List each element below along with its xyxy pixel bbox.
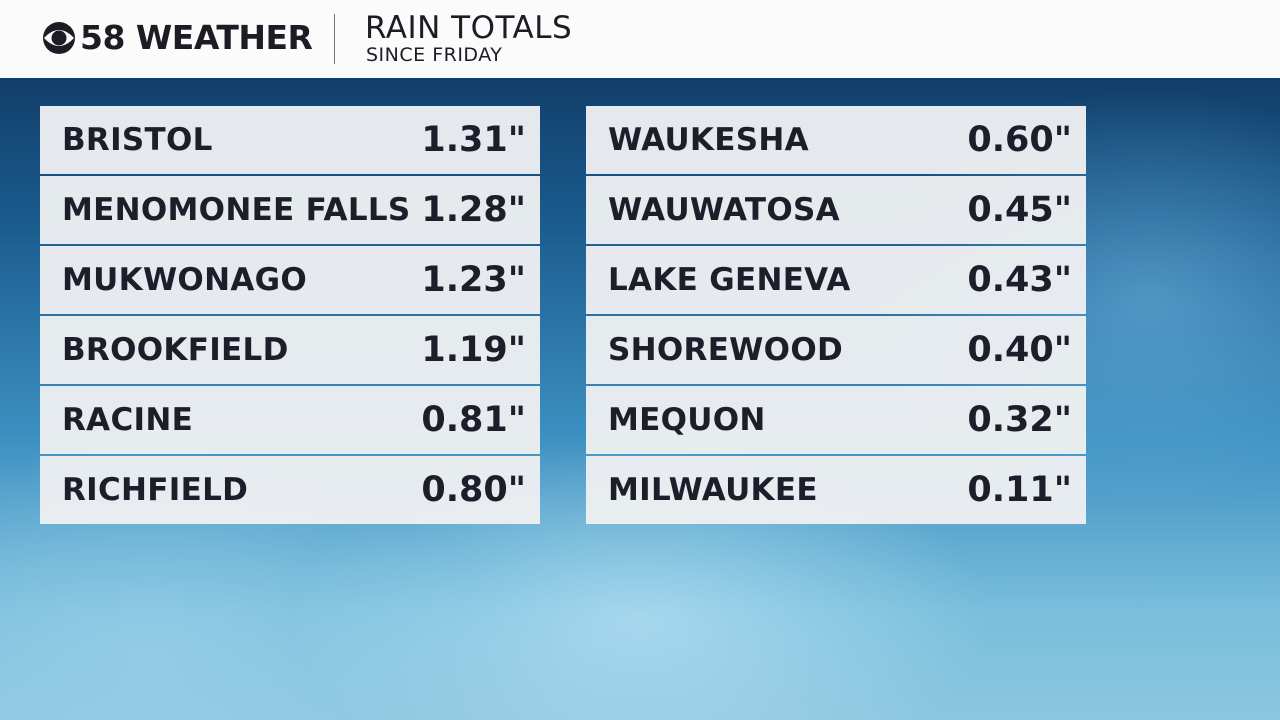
table-row: MEQUON 0.32" [586,386,1086,454]
rain-total: 1.23" [421,260,526,300]
rain-total: 0.60" [967,120,1072,160]
rain-total: 0.11" [967,470,1072,510]
brand-text: 58 WEATHER [80,18,313,57]
table-row: MENOMONEE FALLS 1.28" [40,176,540,244]
city-name: MENOMONEE FALLS [62,192,411,228]
city-name: SHOREWOOD [608,332,844,368]
rain-total: 1.19" [421,330,526,370]
header: 58 WEATHER RAIN TOTALS SINCE FRIDAY [0,0,1280,78]
city-name: RACINE [62,402,194,438]
rain-total: 0.43" [967,260,1072,300]
table-row: WAUKESHA 0.60" [586,106,1086,174]
city-name: MUKWONAGO [62,262,308,298]
city-name: RICHFIELD [62,472,249,508]
brand: 58 WEATHER [42,18,313,57]
table-row: RACINE 0.81" [40,386,540,454]
city-name: MEQUON [608,402,766,438]
table-row: WAUWATOSA 0.45" [586,176,1086,244]
table-row: BRISTOL 1.31" [40,106,540,174]
city-name: LAKE GENEVA [608,262,851,298]
subtitle: SINCE FRIDAY [366,44,503,66]
city-name: WAUKESHA [608,122,809,158]
table-row: RICHFIELD 0.80" [40,456,540,524]
rain-total: 0.45" [967,190,1072,230]
rain-total: 0.40" [967,330,1072,370]
city-name: BROOKFIELD [62,332,289,368]
rain-total: 0.81" [421,400,526,440]
rain-total: 0.80" [421,470,526,510]
table-row: BROOKFIELD 1.19" [40,316,540,384]
city-name: MILWAUKEE [608,472,818,508]
table-row: SHOREWOOD 0.40" [586,316,1086,384]
rain-total: 1.28" [421,190,526,230]
table-row: LAKE GENEVA 0.43" [586,246,1086,314]
rain-total: 0.32" [967,400,1072,440]
table-row: MILWAUKEE 0.11" [586,456,1086,524]
divider [334,14,335,64]
city-name: BRISTOL [62,122,213,158]
table-row: MUKWONAGO 1.23" [40,246,540,314]
cbs-eye-logo [43,21,75,54]
table-left: BRISTOL 1.31" MENOMONEE FALLS 1.28" MUKWONAG… [40,106,540,526]
title: RAIN TOTALS [365,10,573,46]
table-right: WAUKESHA 0.60" WAUWATOSA 0.45" LAKE GENEVA 0.… [586,106,1086,526]
city-name: WAUWATOSA [608,192,840,228]
rain-total: 1.31" [421,120,526,160]
